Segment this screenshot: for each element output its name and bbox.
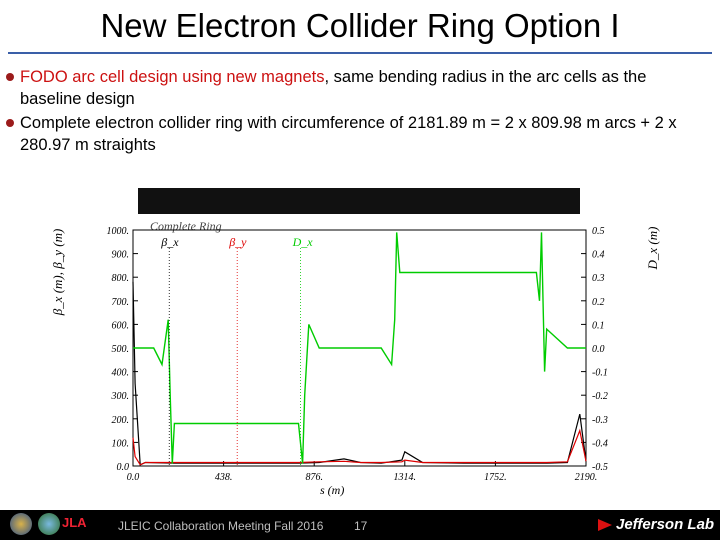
y-left-tick-label: 600. (112, 320, 130, 331)
footer-page-number: 17 (354, 519, 368, 533)
jefferson-lab-logo: Jefferson Lab (616, 516, 715, 533)
jla-logo: JLA (62, 515, 87, 530)
y-right-tick-label: -0.5 (592, 462, 608, 473)
y-right-tick-label: 0.3 (592, 273, 605, 284)
bullet-dot-icon (6, 119, 14, 127)
y-left-tick-label: 800. (112, 273, 130, 284)
y-right-tick-label: 0.5 (592, 226, 605, 237)
y-left-tick-label: 200. (112, 415, 130, 426)
chart-series (132, 232, 587, 466)
series-line-beta-y (132, 428, 587, 466)
y-right-tick-label: -0.2 (592, 391, 608, 402)
y-axis-right-label: D_x (m) (645, 227, 660, 271)
doe-logo-icon (38, 513, 60, 535)
y-left-tick-label: 900. (112, 250, 130, 261)
bullet-2-text: Complete electron collider ring with cir… (20, 114, 677, 154)
bullet-dot-icon (6, 73, 14, 81)
y-left-tick-label: 0.0 (117, 462, 130, 473)
y-right-tick-label: -0.4 (592, 438, 608, 449)
series-line-dispersion (133, 232, 586, 464)
bullet-1-text: , same bending radius in the arc cells a… (20, 68, 647, 108)
x-tick-label: 1752. (484, 472, 507, 483)
y-left-tick-label: 400. (112, 368, 130, 379)
bullet-1-highlight: FODO arc cell design using new magnets (20, 68, 325, 86)
y-right-tick-label: 0.4 (592, 250, 605, 261)
y-axis-left: 1000. 900. 800. 700. 600. 500. 400. 300. 200. 100… (107, 226, 138, 473)
optics-chart: Complete Ring 1000. 900. 800. 700. 600. 500. 4… (50, 188, 660, 497)
y-right-tick-label: 0.1 (592, 320, 605, 331)
chart-title: Complete Ring (150, 219, 222, 233)
y-left-tick-label: 300. (111, 391, 130, 402)
legend-entry: D_x (292, 235, 314, 249)
y-right-tick-label: -0.3 (592, 415, 608, 426)
y-left-tick-label: 100. (112, 438, 130, 449)
legend-entry: β_y (228, 235, 247, 249)
y-right-tick-label: -0.1 (592, 368, 608, 379)
x-tick-label: 876. (305, 472, 323, 483)
footer-meeting: JLEIC Collaboration Meeting Fall 2016 (118, 519, 324, 533)
y-right-tick-label: 0.2 (592, 297, 605, 308)
y-left-tick-label: 500. (112, 344, 130, 355)
y-left-tick-label: 700. (112, 297, 130, 308)
series-line-beta-x (132, 281, 587, 466)
jlab-arrow-icon (598, 519, 612, 531)
legend-entry: β_x (160, 235, 179, 249)
seal-logo-icon (10, 513, 32, 535)
y-left-tick-label: 1000. (107, 226, 130, 237)
x-tick-label: 2190. (575, 472, 598, 483)
y-axis-right: 0.5 0.4 0.3 0.2 0.1 0.0 -0.1 -0.2 -0.3 -0.4 -0.5 (581, 226, 608, 473)
x-tick-label: 438. (215, 472, 233, 483)
x-tick-label: 0.0 (127, 472, 140, 483)
x-tick-label: 1314. (394, 472, 417, 483)
y-right-tick-label: 0.0 (592, 344, 605, 355)
chart-header-band (138, 188, 580, 214)
title-underline (8, 52, 712, 54)
chart-legend: β_x β_y D_x (160, 235, 313, 466)
x-axis: 0.0 438. 876. 1314. 1752. 2190. (127, 461, 598, 483)
bullet-2: Complete electron collider ring with cir… (6, 112, 692, 156)
slide-title: New Electron Collider Ring Option I (100, 7, 620, 44)
y-axis-left-label: β_x (m), β_y (m) (50, 229, 65, 317)
x-axis-label: s (m) (320, 483, 344, 497)
bullet-1: FODO arc cell design using new magnets, … (6, 66, 692, 110)
